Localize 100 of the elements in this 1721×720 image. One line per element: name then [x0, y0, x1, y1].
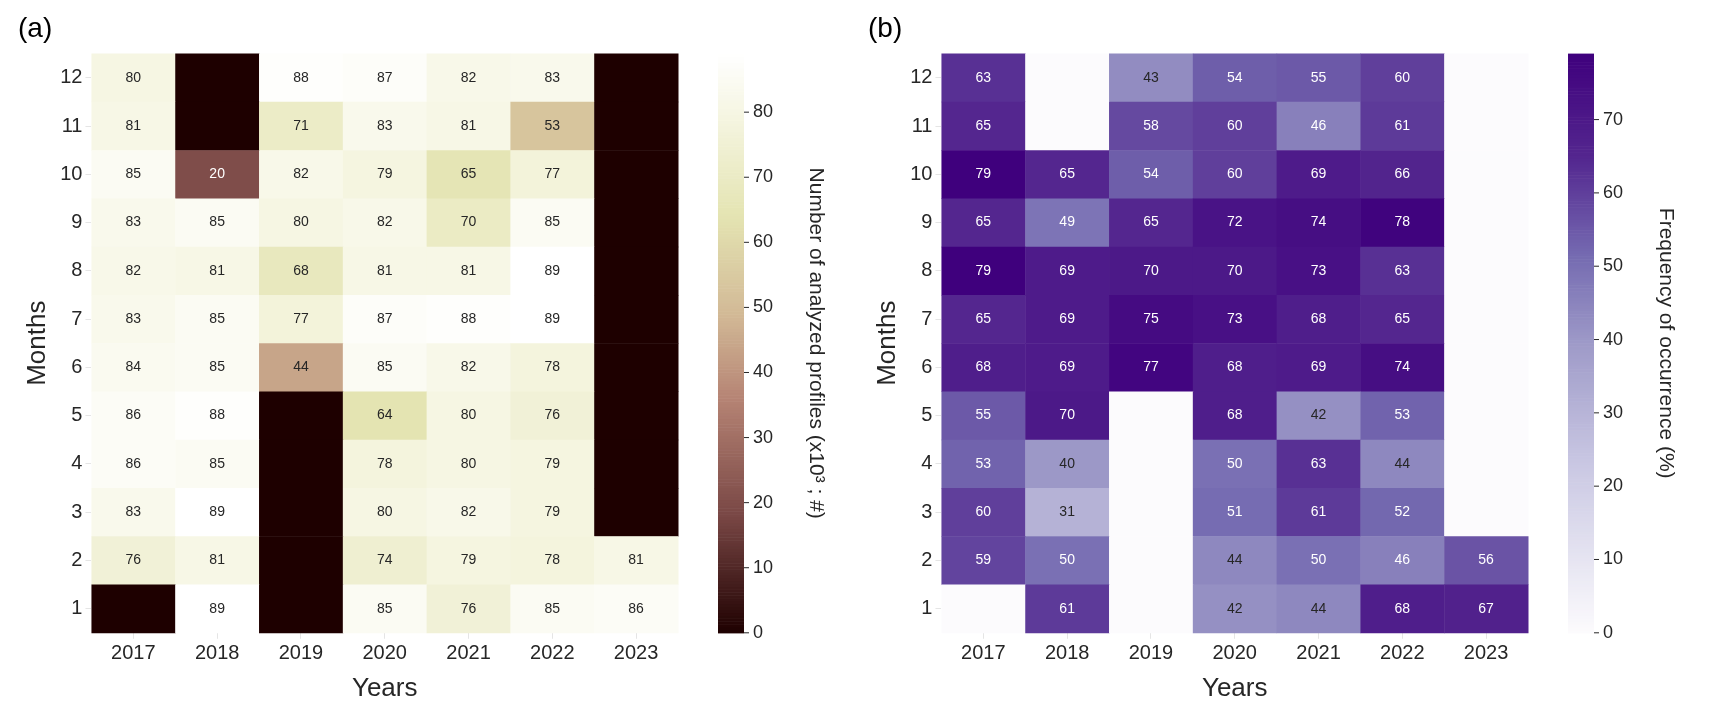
data-label: 79 — [975, 261, 992, 278]
x-tick-label: 2023 — [1463, 641, 1509, 664]
data-label: 58 — [1143, 116, 1159, 133]
data-label: 78 — [376, 454, 393, 471]
data-label: 68 — [1226, 406, 1243, 423]
data-label: 76 — [125, 551, 142, 568]
data-label: 81 — [209, 551, 226, 568]
data-label: 31 — [1059, 502, 1076, 519]
data-label: 85 — [376, 358, 393, 375]
data-label: 81 — [460, 116, 477, 133]
y-axis-title: Months — [870, 300, 901, 386]
x-tick-label: 2021 — [446, 641, 491, 664]
data-label: 42 — [1310, 406, 1327, 423]
x-tick-label: 2017 — [111, 641, 156, 664]
chart-title: (a) — [18, 11, 53, 43]
data-label: 77 — [1143, 358, 1159, 375]
data-label: 65 — [975, 116, 992, 133]
y-tick-label: 11 — [61, 113, 83, 136]
x-axis-title: Years — [1201, 671, 1268, 702]
y-tick-label: 1 — [921, 596, 933, 619]
data-label: 79 — [975, 165, 992, 182]
color-bar-label: 20 — [753, 491, 774, 512]
data-label: 49 — [1059, 213, 1076, 230]
data-label: 69 — [1310, 165, 1327, 182]
color-bar-title: Number of analyzed profiles (x10³ ; #) — [806, 167, 830, 519]
data-label: 55 — [975, 406, 992, 423]
data-label: 82 — [460, 358, 477, 375]
y-tick-label: 5 — [921, 403, 933, 426]
x-tick-label: 2019 — [1128, 641, 1174, 664]
color-bar-label: 10 — [1603, 548, 1624, 569]
data-label: 85 — [125, 165, 142, 182]
data-label: 50 — [1226, 454, 1243, 471]
x-tick-label: 2020 — [362, 641, 407, 664]
y-tick-label: 6 — [921, 354, 933, 377]
data-label: 74 — [1394, 358, 1411, 375]
data-label: 73 — [1310, 261, 1327, 278]
data-label: 53 — [975, 454, 992, 471]
data-label: 65 — [1059, 165, 1076, 182]
color-bar-label: 30 — [1603, 401, 1624, 422]
color-bar-title: Frequency of occurrence (%) — [1656, 207, 1680, 479]
data-label: 74 — [1310, 213, 1327, 230]
data-label: 85 — [209, 309, 226, 326]
y-tick-label: 1 — [71, 596, 83, 619]
data-label: 89 — [544, 309, 561, 326]
data-label: 44 — [1310, 599, 1327, 616]
color-bar-label: 70 — [1603, 108, 1624, 129]
color-bar-label: 30 — [753, 426, 774, 447]
color-bar-label: 40 — [1603, 328, 1624, 349]
data-label: 70 — [1226, 261, 1243, 278]
data-label: 60 — [1394, 68, 1411, 85]
data-label: 64 — [376, 406, 393, 423]
data-label: 53 — [1394, 406, 1411, 423]
data-label: 65 — [460, 165, 477, 182]
data-label: 72 — [1226, 213, 1243, 230]
data-label: 86 — [125, 406, 142, 423]
data-label: 77 — [544, 165, 561, 182]
x-tick-label: 2017 — [961, 641, 1006, 664]
data-label: 79 — [376, 165, 393, 182]
data-label: 46 — [1310, 116, 1327, 133]
x-tick-label: 2020 — [1212, 641, 1257, 664]
data-label: 61 — [1394, 116, 1411, 133]
y-tick-label: 4 — [71, 451, 83, 474]
color-bar-label: 40 — [753, 361, 774, 382]
data-label: 68 — [1394, 599, 1411, 616]
data-label: 78 — [544, 551, 561, 568]
data-label: 71 — [293, 116, 309, 133]
y-tick-label: 9 — [921, 210, 933, 233]
data-label: 60 — [975, 502, 992, 519]
y-tick-label: 2 — [921, 547, 933, 570]
data-label: 88 — [293, 68, 309, 85]
data-label: 74 — [376, 551, 393, 568]
data-label: 61 — [1310, 502, 1327, 519]
data-label: 43 — [1143, 68, 1159, 85]
data-label: 89 — [209, 502, 226, 519]
data-label: 83 — [544, 68, 561, 85]
x-tick-label: 2019 — [278, 641, 324, 664]
data-label: 81 — [209, 261, 226, 278]
data-label: 89 — [544, 261, 561, 278]
y-tick-label: 5 — [71, 403, 83, 426]
data-label: 50 — [1059, 551, 1076, 568]
data-label: 87 — [376, 68, 393, 85]
data-label: 81 — [376, 261, 393, 278]
data-label: 51 — [1226, 502, 1243, 519]
color-bar-label: 70 — [753, 166, 774, 187]
data-label: 69 — [1310, 358, 1327, 375]
data-label: 89 — [209, 599, 226, 616]
data-label: 63 — [1394, 261, 1411, 278]
y-tick-label: 2 — [71, 547, 83, 570]
data-label: 83 — [376, 116, 393, 133]
x-tick-label: 2021 — [1296, 641, 1341, 664]
y-tick-label: 12 — [60, 65, 83, 88]
data-label: 59 — [975, 551, 992, 568]
data-label: 88 — [209, 406, 226, 423]
x-tick-label: 2022 — [530, 641, 575, 664]
data-label: 44 — [293, 358, 309, 375]
data-label: 52 — [1394, 502, 1411, 519]
y-tick-label: 8 — [71, 258, 83, 281]
data-label: 69 — [1059, 261, 1076, 278]
y-tick-label: 3 — [71, 499, 83, 522]
data-label: 76 — [460, 599, 477, 616]
